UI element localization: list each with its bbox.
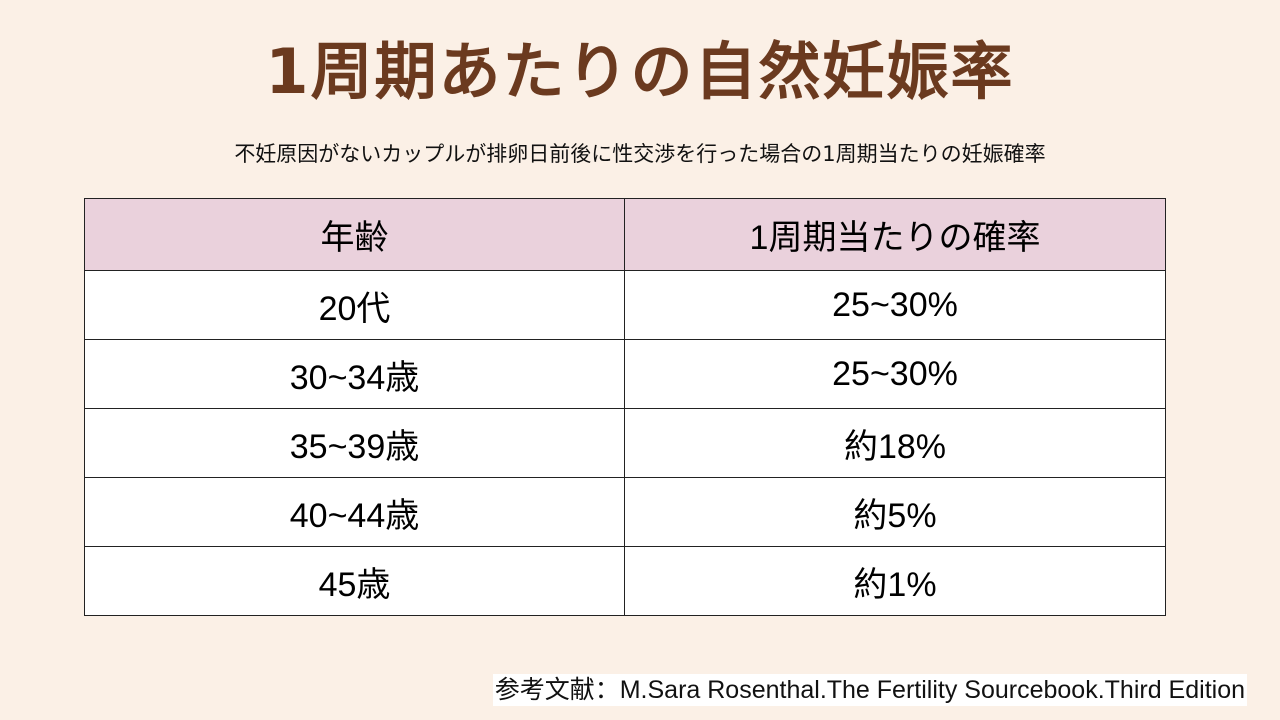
- age-cell: 45歳: [84, 546, 625, 616]
- table-header-row: 年齢 1周期当たりの確率: [84, 198, 1166, 271]
- age-cell: 20代: [84, 270, 625, 340]
- age-cell: 35~39歳: [84, 408, 625, 478]
- table-row: 30~34歳 25~30%: [84, 339, 1166, 409]
- rate-cell: 25~30%: [624, 270, 1166, 340]
- table-row: 20代 25~30%: [84, 270, 1166, 340]
- rate-cell: 25~30%: [624, 339, 1166, 409]
- column-header-age: 年齢: [84, 198, 625, 271]
- page-subtitle: 不妊原因がないカップルが排卵日前後に性交渉を行った場合の1周期当たりの妊娠確率: [234, 142, 1046, 166]
- table-row: 35~39歳 約18%: [84, 408, 1166, 478]
- page-title: 1周期あたりの自然妊娠率: [265, 35, 1015, 108]
- table-row: 40~44歳 約5%: [84, 477, 1166, 547]
- rate-cell: 約1%: [624, 546, 1166, 616]
- age-cell: 30~34歳: [84, 339, 625, 409]
- column-header-rate: 1周期当たりの確率: [624, 198, 1166, 271]
- rate-cell: 約5%: [624, 477, 1166, 547]
- rate-cell: 約18%: [624, 408, 1166, 478]
- reference-citation: 参考文献：M.Sara Rosenthal.The Fertility Sour…: [492, 674, 1247, 706]
- age-cell: 40~44歳: [84, 477, 625, 547]
- pregnancy-rate-table: 年齢 1周期当たりの確率 20代 25~30% 30~34歳 25~30% 35…: [84, 198, 1166, 616]
- table-row: 45歳 約1%: [84, 546, 1166, 616]
